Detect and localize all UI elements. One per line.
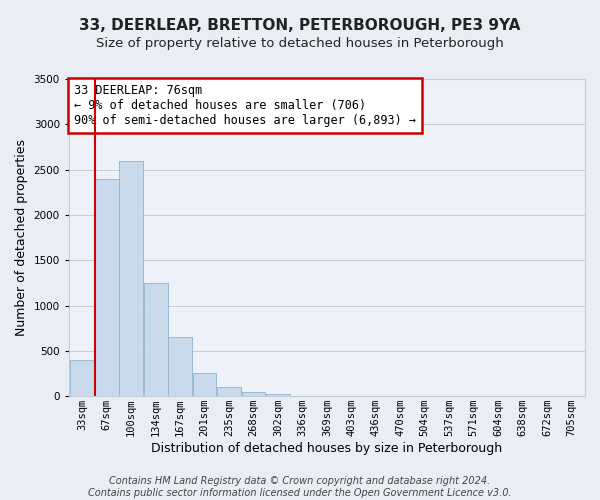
Bar bbox=[193, 372, 217, 396]
Bar bbox=[144, 283, 167, 396]
Bar bbox=[70, 360, 94, 396]
Bar bbox=[119, 160, 143, 396]
Bar bbox=[266, 394, 290, 396]
X-axis label: Distribution of detached houses by size in Peterborough: Distribution of detached houses by size … bbox=[151, 442, 502, 455]
Text: 33, DEERLEAP, BRETTON, PETERBOROUGH, PE3 9YA: 33, DEERLEAP, BRETTON, PETERBOROUGH, PE3… bbox=[79, 18, 521, 32]
Bar bbox=[168, 338, 192, 396]
Bar bbox=[242, 392, 265, 396]
Text: 33 DEERLEAP: 76sqm
← 9% of detached houses are smaller (706)
90% of semi-detache: 33 DEERLEAP: 76sqm ← 9% of detached hous… bbox=[74, 84, 416, 127]
Bar bbox=[217, 387, 241, 396]
Text: Contains HM Land Registry data © Crown copyright and database right 2024.
Contai: Contains HM Land Registry data © Crown c… bbox=[88, 476, 512, 498]
Text: Size of property relative to detached houses in Peterborough: Size of property relative to detached ho… bbox=[96, 38, 504, 51]
Y-axis label: Number of detached properties: Number of detached properties bbox=[15, 139, 28, 336]
Bar bbox=[95, 178, 119, 396]
